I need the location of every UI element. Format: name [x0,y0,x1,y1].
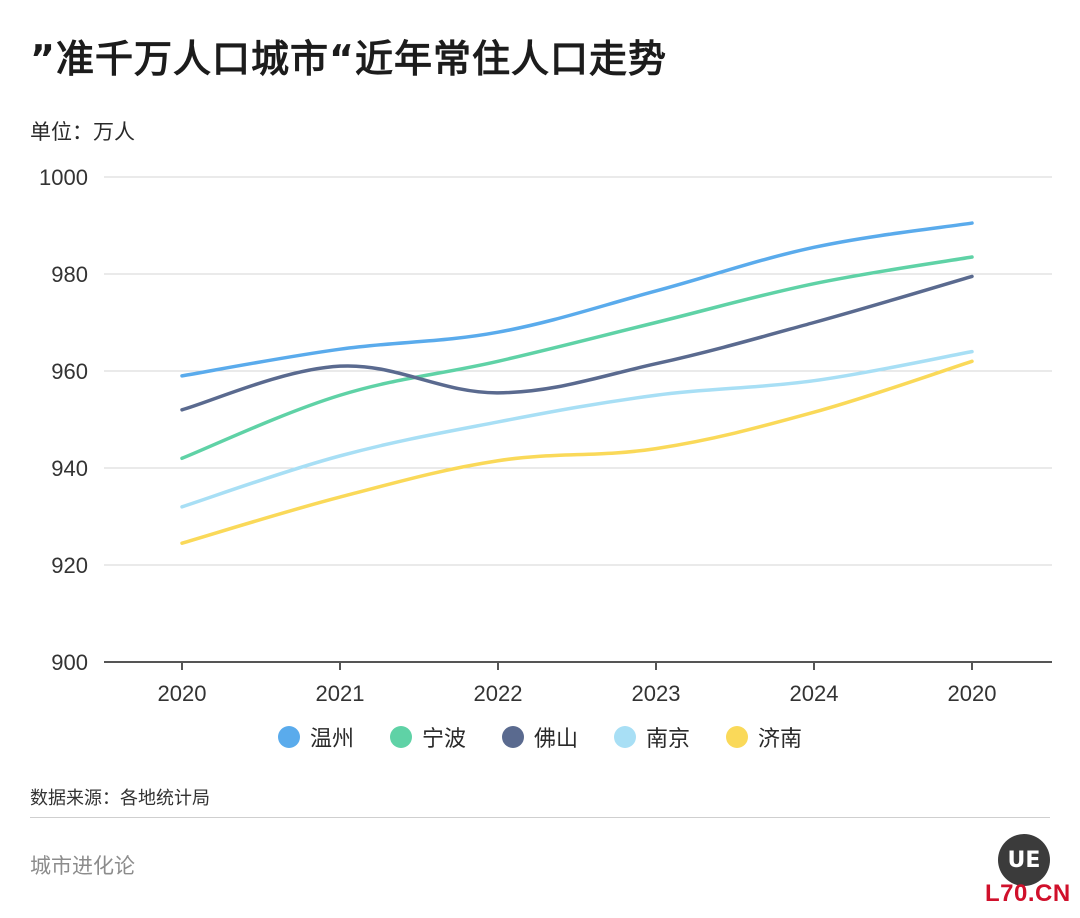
y-tick-label: 920 [51,553,88,578]
unit-label: 单位：万人 [30,120,135,144]
legend-swatch [726,726,749,748]
legend-item: 济南 [726,721,802,753]
legend-label: 宁波 [421,727,466,752]
legend-item: 宁波 [389,721,466,753]
legend-swatch [614,726,636,748]
legend-swatch [389,726,412,748]
x-tick-label: 2021 [316,681,365,706]
y-tick-label: 940 [51,456,88,481]
footer-divider [30,817,1050,818]
legend-label: 济南 [758,727,803,752]
brand-name: 城市进化论 [30,854,135,878]
series-line-济南 [180,359,974,545]
legend-label: 佛山 [533,727,578,752]
series-line-温州 [180,221,974,378]
x-tick-label: 2020 [158,681,207,706]
legend-label: 南京 [646,727,691,752]
legend-item: 南京 [614,721,690,753]
legend-item: 佛山 [501,721,578,753]
legend-label: 温州 [309,727,354,752]
site-watermark: L70.CN [985,880,1071,907]
grid-lines [104,176,1052,566]
legend-swatch [501,726,524,748]
legend-swatch [277,726,300,748]
legend: 温州 宁波 佛山 南京 济南 [0,721,1080,753]
series-line-南京 [180,349,974,509]
brand-logo: UE [998,834,1050,886]
y-tick-label: 960 [51,359,88,384]
x-tick-label: 2024 [790,681,839,706]
series-line-宁波 [180,255,974,461]
data-source: 数据来源：各地统计局 [30,788,210,809]
series-lines [180,221,974,545]
y-tick-label: 980 [51,262,88,287]
x-tick-label: 2020 [948,681,997,706]
y-tick-label: 1000 [39,165,88,190]
y-axis-ticks: 900 920 940 960 980 1000 [39,165,88,675]
x-tick-label: 2022 [474,681,523,706]
x-tick-label: 2023 [632,681,681,706]
chart-title: ”准千万人口城市“近年常住人口走势 [30,37,667,81]
legend-item: 温州 [277,721,354,753]
series-line-佛山 [180,274,974,412]
y-tick-label: 900 [51,650,88,675]
x-axis: 2020 2021 2022 2023 2024 2020 [104,661,1052,706]
